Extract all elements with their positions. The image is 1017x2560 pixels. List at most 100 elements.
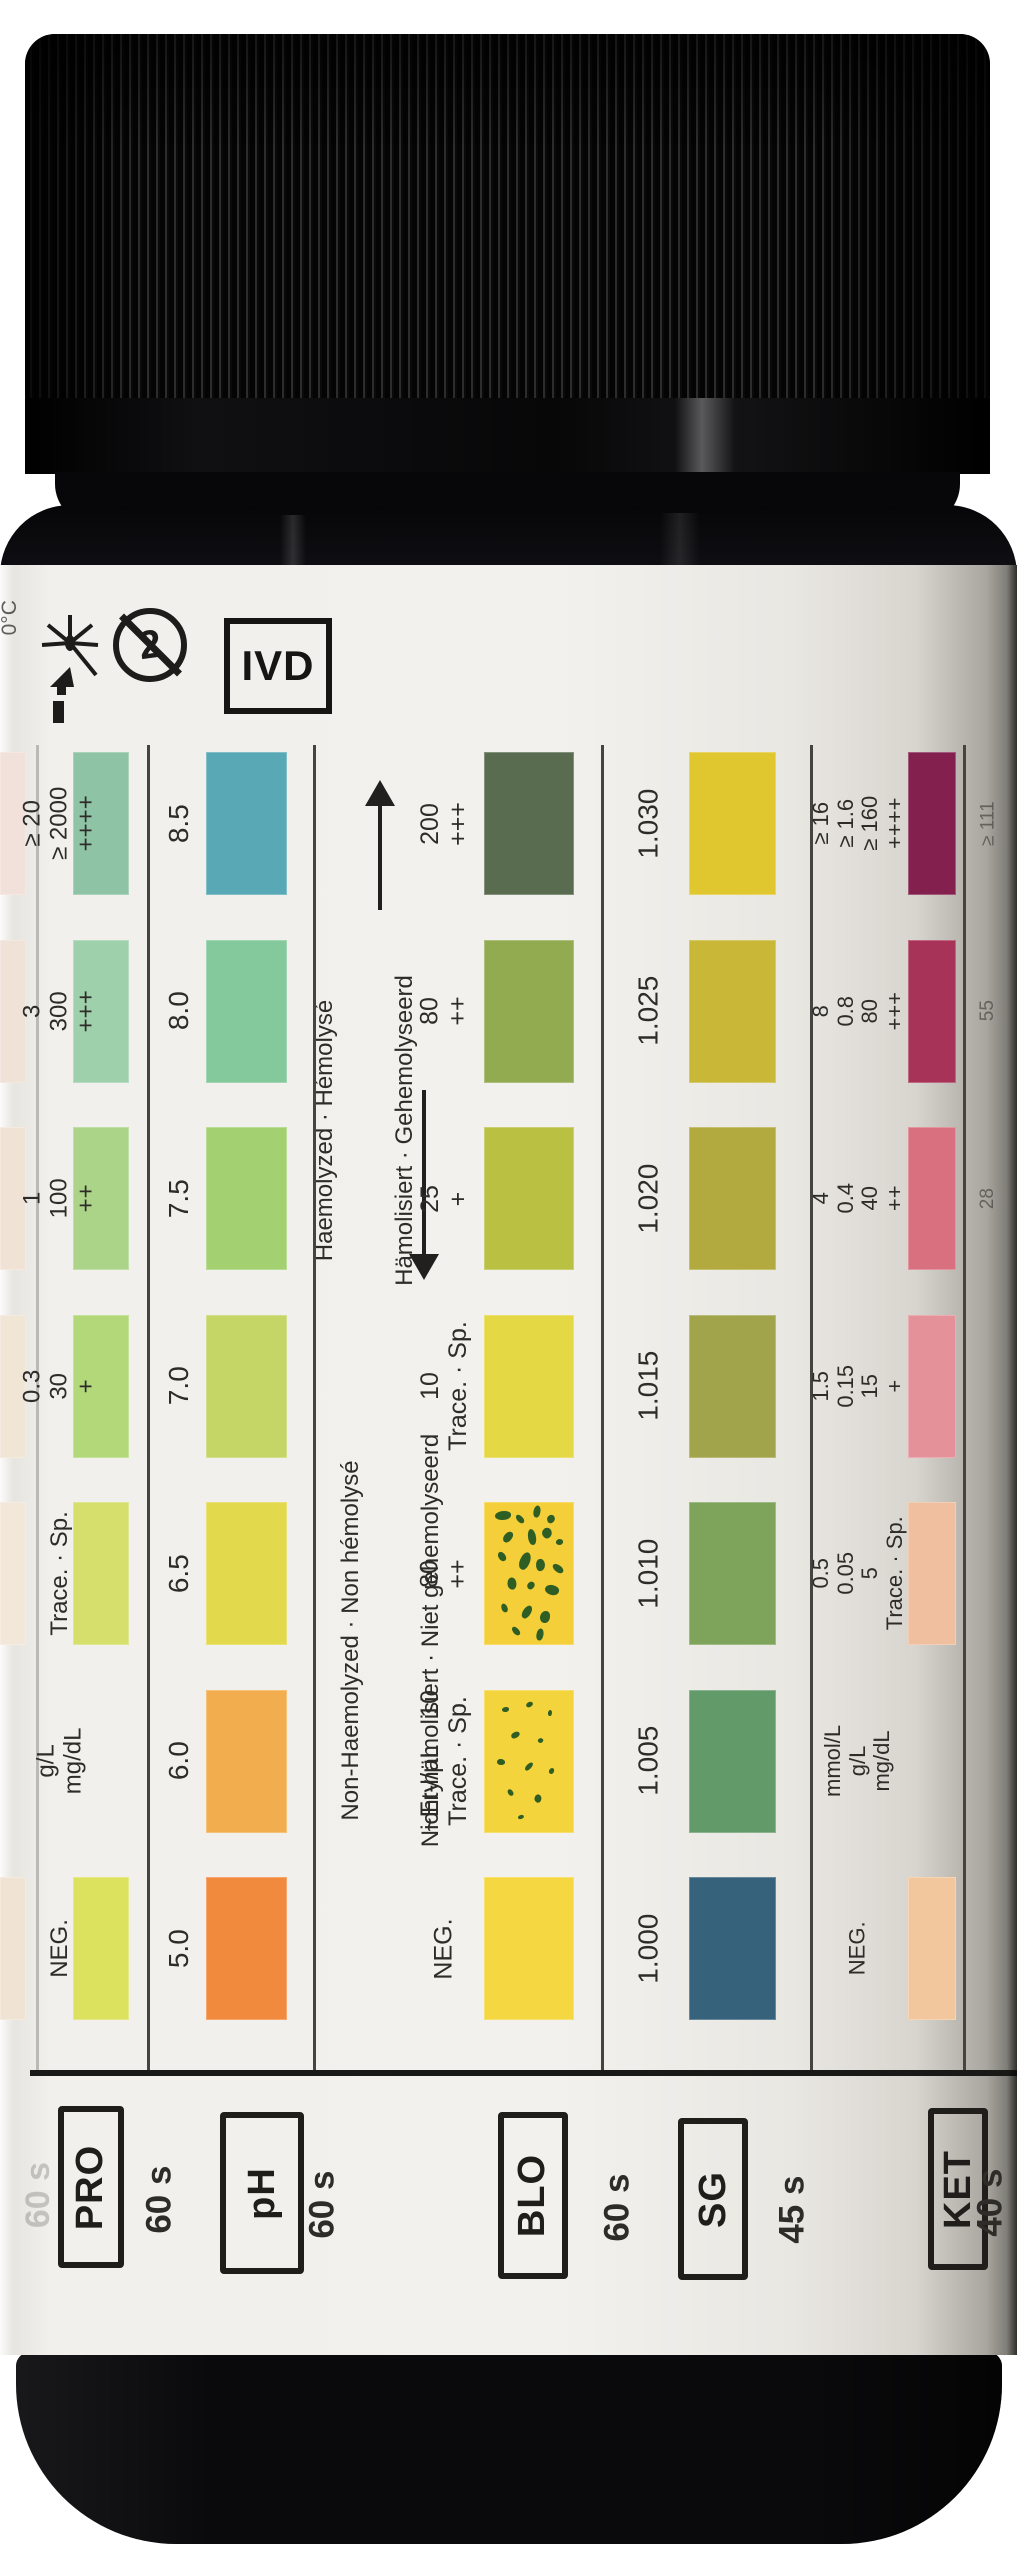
color-chart-label: 0°C 2 IVD	[0, 565, 1017, 2355]
uro_partial-swatch-row2	[0, 939, 26, 1083]
speckle	[548, 1767, 555, 1775]
blo-swatch-row6	[484, 1689, 574, 1833]
blo-swatch-row2	[484, 939, 574, 1083]
speckle	[523, 1761, 534, 1772]
speckle	[506, 1577, 517, 1591]
ket-swatch-row1	[908, 752, 956, 895]
blood-haemolyzed-note: Haemolyzed · Hémolysé Hämolisiert · Gehe…	[65, 830, 665, 1430]
uro_partial-swatch-row4	[0, 1314, 26, 1458]
cap-gloss-highlight	[675, 398, 735, 474]
column-divider	[810, 745, 813, 2070]
timing-box-pro: PRO	[58, 2106, 124, 2268]
ph-swatch-row1	[206, 752, 287, 895]
ket-swatch-row7	[908, 1877, 956, 2020]
blo-swatch-row1	[484, 752, 574, 895]
ket-swatch-row4	[908, 1314, 956, 1458]
ket-swatch-row5	[908, 1502, 956, 1645]
pro-swatch-row7	[73, 1877, 129, 2020]
test-code-ket: KET	[936, 2149, 979, 2229]
test-code-pro: PRO	[69, 2144, 112, 2230]
timing-box-blo: BLO	[498, 2112, 568, 2279]
blo-swatch-row4	[484, 1314, 574, 1458]
sg-swatch-row5	[689, 1502, 776, 1645]
column-divider	[147, 745, 150, 2070]
chart-bottom-rule	[30, 2070, 1017, 2076]
speckle	[543, 1582, 561, 1598]
ket-swatch-row2	[908, 939, 956, 1083]
test-code-blo: BLO	[511, 2153, 554, 2238]
bottle-cap	[25, 34, 990, 404]
non-haemolyzed-line1: Non-Haemolyzed · Non hémolysé	[337, 1459, 365, 1821]
speckle	[501, 1529, 515, 1544]
ph-swatch-row2	[206, 939, 287, 1083]
speckle	[534, 1627, 545, 1641]
timing-box-sg: SG	[678, 2118, 748, 2280]
blo-swatch-row3	[484, 1127, 574, 1270]
speckle	[539, 1610, 550, 1623]
blo-swatch-row5	[484, 1502, 574, 1645]
pro-swatch-row1	[73, 752, 129, 895]
arrow-up-icon	[365, 780, 395, 910]
speckle	[525, 1580, 537, 1591]
speckle	[525, 1700, 534, 1709]
speckle	[494, 1510, 511, 1520]
pro-swatch-row3	[73, 1127, 129, 1270]
speckle	[510, 1625, 522, 1637]
pro-swatch-row2	[73, 939, 129, 1083]
uro_partial-swatch-row5	[0, 1502, 26, 1645]
speckle	[507, 1787, 515, 1797]
test-code-ph: pH	[240, 2166, 283, 2220]
speckle	[533, 1793, 544, 1804]
speckle	[496, 1550, 507, 1563]
speckle	[526, 1529, 537, 1546]
column-divider	[601, 745, 604, 2070]
speckle	[555, 1538, 564, 1546]
test-code-sg: SG	[691, 2170, 734, 2228]
uro_partial-swatch-row1	[0, 752, 26, 895]
ket-swatch-row3	[908, 1127, 956, 1270]
blo-swatch-row7	[484, 1877, 574, 2020]
speckle	[519, 1603, 535, 1620]
haemolyzed-line2: Hämolisiert · Gehemolyseerd	[390, 974, 418, 1286]
sg-swatch-row1	[689, 752, 776, 895]
speckle	[539, 1525, 554, 1540]
sg-swatch-row4	[689, 1314, 776, 1458]
sg-swatch-row7	[689, 1877, 776, 2020]
do-not-reuse-icon: 2	[113, 608, 187, 682]
speckle	[517, 1814, 525, 1820]
ph-swatch-row6	[206, 1689, 287, 1833]
speckle	[531, 1504, 542, 1518]
speckle	[545, 1513, 557, 1525]
arrow-down-icon	[409, 1090, 439, 1280]
timing-box-ket: KET	[928, 2108, 988, 2270]
pro-swatch-row4	[73, 1314, 129, 1458]
ph-swatch-row5	[206, 1502, 287, 1645]
speckle	[514, 1513, 525, 1526]
speckle	[551, 1561, 566, 1576]
pro-label-row6: g/L mg/dL	[32, 1727, 86, 1795]
ph-swatch-row3	[206, 1127, 287, 1270]
column-divider	[36, 745, 39, 2070]
speckle	[516, 1551, 534, 1572]
sg-swatch-row6	[689, 1689, 776, 1833]
speckle	[502, 1706, 509, 1712]
uro_partial-swatch-row7	[0, 1877, 26, 2020]
ivd-mark: IVD	[224, 618, 332, 714]
ph-swatch-row4	[206, 1314, 287, 1458]
speckle	[535, 1558, 547, 1572]
speckle	[547, 1709, 553, 1717]
keep-away-from-sunlight-icon	[41, 615, 99, 723]
speckle	[500, 1602, 509, 1614]
timing-box-ph: pH	[220, 2112, 304, 2274]
ivd-text: IVD	[241, 642, 315, 689]
pro-swatch-row5	[73, 1502, 129, 1645]
ph-swatch-row7	[206, 1877, 287, 2020]
shoulder-gloss-highlight	[660, 513, 700, 575]
bottle-shoulder	[0, 505, 1017, 575]
color-chart: Haemolyzed · Hémolysé Hämolisiert · Gehe…	[0, 565, 1017, 2355]
bottle-base	[16, 2352, 1002, 2544]
sg-swatch-row3	[689, 1127, 776, 1270]
speckle	[497, 1758, 506, 1766]
sg-swatch-row2	[689, 939, 776, 1083]
